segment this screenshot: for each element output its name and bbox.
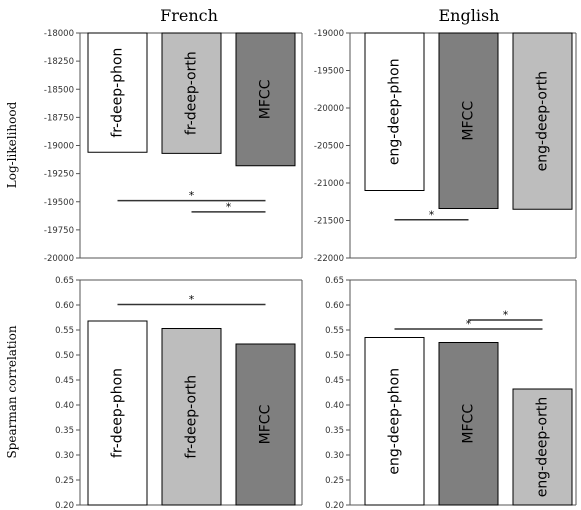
bar-label: fr-deep-phon — [110, 48, 126, 138]
significance-marker: * — [429, 208, 435, 221]
y-tick-label: 0.60 — [325, 301, 344, 311]
bar-mfcc — [235, 343, 296, 506]
y-tick-label: 0.50 — [325, 351, 344, 361]
y-tick-label: 0.20 — [55, 501, 74, 510]
bar-fr-deep-orth — [161, 328, 222, 506]
y-tick-label: -19500 — [314, 67, 344, 77]
y-tick-label: -19750 — [44, 226, 74, 236]
bar-eng-deep-phon — [364, 32, 425, 191]
bar-mfcc — [438, 342, 499, 506]
y-tick-label: -18000 — [44, 29, 74, 39]
bar-eng-deep-orth — [512, 388, 573, 506]
bar-mfcc — [438, 32, 499, 209]
bar-label: eng-deep-orth — [535, 397, 551, 497]
bar-eng-deep-orth — [512, 32, 573, 210]
y-tick-label: 0.35 — [55, 426, 74, 436]
y-tick-label: -20000 — [314, 104, 344, 114]
y-tick-label: -18500 — [44, 85, 74, 95]
y-tick-label: 0.35 — [325, 426, 344, 436]
chart-panel-1: -18000 -18250 -18500 -18750 -19000 -19250 -195… — [44, 29, 303, 264]
bar-label: eng-deep-orth — [535, 71, 551, 171]
bar-label: fr-deep-phon — [110, 368, 126, 458]
bar-fr-deep-orth — [161, 32, 222, 154]
y-tick-label: -18250 — [44, 57, 74, 67]
y-tick-label: -19250 — [44, 170, 74, 180]
y-tick-label: 0.25 — [55, 476, 74, 486]
y-tick-label: -20000 — [44, 254, 74, 264]
y-tick-label: 0.55 — [55, 326, 74, 336]
bar-label: MFCC — [258, 79, 274, 119]
y-tick-label: 0.20 — [325, 501, 344, 510]
column-title-french: French — [160, 6, 218, 25]
chart-panel-4: 0.65 0.60 0.55 0.50 0.45 0.40 0.35 0.30 0.25 0.20… — [325, 276, 577, 510]
y-tick-label: -22000 — [314, 254, 344, 264]
chart-panels: -18000 -18250 -18500 -18750 -19000 -19250 -195… — [44, 29, 577, 510]
y-tick-label: 0.30 — [55, 451, 74, 461]
y-tick-label: 0.50 — [55, 351, 74, 361]
y-tick-label: 0.40 — [55, 401, 74, 411]
bar-mfcc — [235, 32, 296, 167]
bar-fr-deep-phon — [87, 320, 148, 506]
significance-marker: * — [466, 318, 472, 331]
chart-panel-3: 0.65 0.60 0.55 0.50 0.45 0.40 0.35 0.30 0.25 0.20… — [55, 276, 303, 510]
bar-label: MFCC — [461, 404, 477, 444]
bar-label: eng-deep-phon — [387, 58, 403, 165]
y-tick-label: 0.30 — [325, 451, 344, 461]
bar-label: eng-deep-phon — [387, 368, 403, 475]
y-tick-label: 0.45 — [55, 376, 74, 386]
y-tick-label: -21000 — [314, 179, 344, 189]
bar-eng-deep-phon — [364, 337, 425, 506]
y-tick-label: 0.55 — [325, 326, 344, 336]
y-tick-label: 0.40 — [325, 401, 344, 411]
y-tick-label: -19000 — [314, 29, 344, 39]
bar-label: MFCC — [461, 101, 477, 141]
y-tick-label: -19500 — [44, 198, 74, 208]
y-tick-label: 0.65 — [55, 276, 74, 286]
ylabel-bottom-row: Spearman correlation — [5, 325, 19, 458]
y-tick-label: 0.65 — [325, 276, 344, 286]
bar-label: fr-deep-orth — [184, 375, 200, 459]
significance-marker: * — [226, 200, 232, 213]
column-title-english: English — [439, 6, 500, 25]
y-tick-label: -19000 — [44, 142, 74, 152]
y-tick-label: -21500 — [314, 217, 344, 227]
y-tick-label: -20500 — [314, 142, 344, 152]
significance-marker: * — [189, 293, 195, 306]
y-tick-label: 0.45 — [325, 376, 344, 386]
chart-panel-2: -19000 -19500 -20000 -20500 -21000 -21500 -220… — [314, 29, 577, 264]
bar-label: fr-deep-orth — [184, 51, 200, 135]
significance-marker: * — [189, 189, 195, 202]
significance-marker: * — [503, 309, 509, 322]
ylabel-top-row: Log-likelihood — [5, 101, 19, 188]
bar-fr-deep-phon — [87, 32, 148, 153]
bar-label: MFCC — [258, 404, 274, 444]
y-tick-label: 0.60 — [55, 301, 74, 311]
y-tick-label: 0.25 — [325, 476, 344, 486]
y-tick-label: -18750 — [44, 113, 74, 123]
